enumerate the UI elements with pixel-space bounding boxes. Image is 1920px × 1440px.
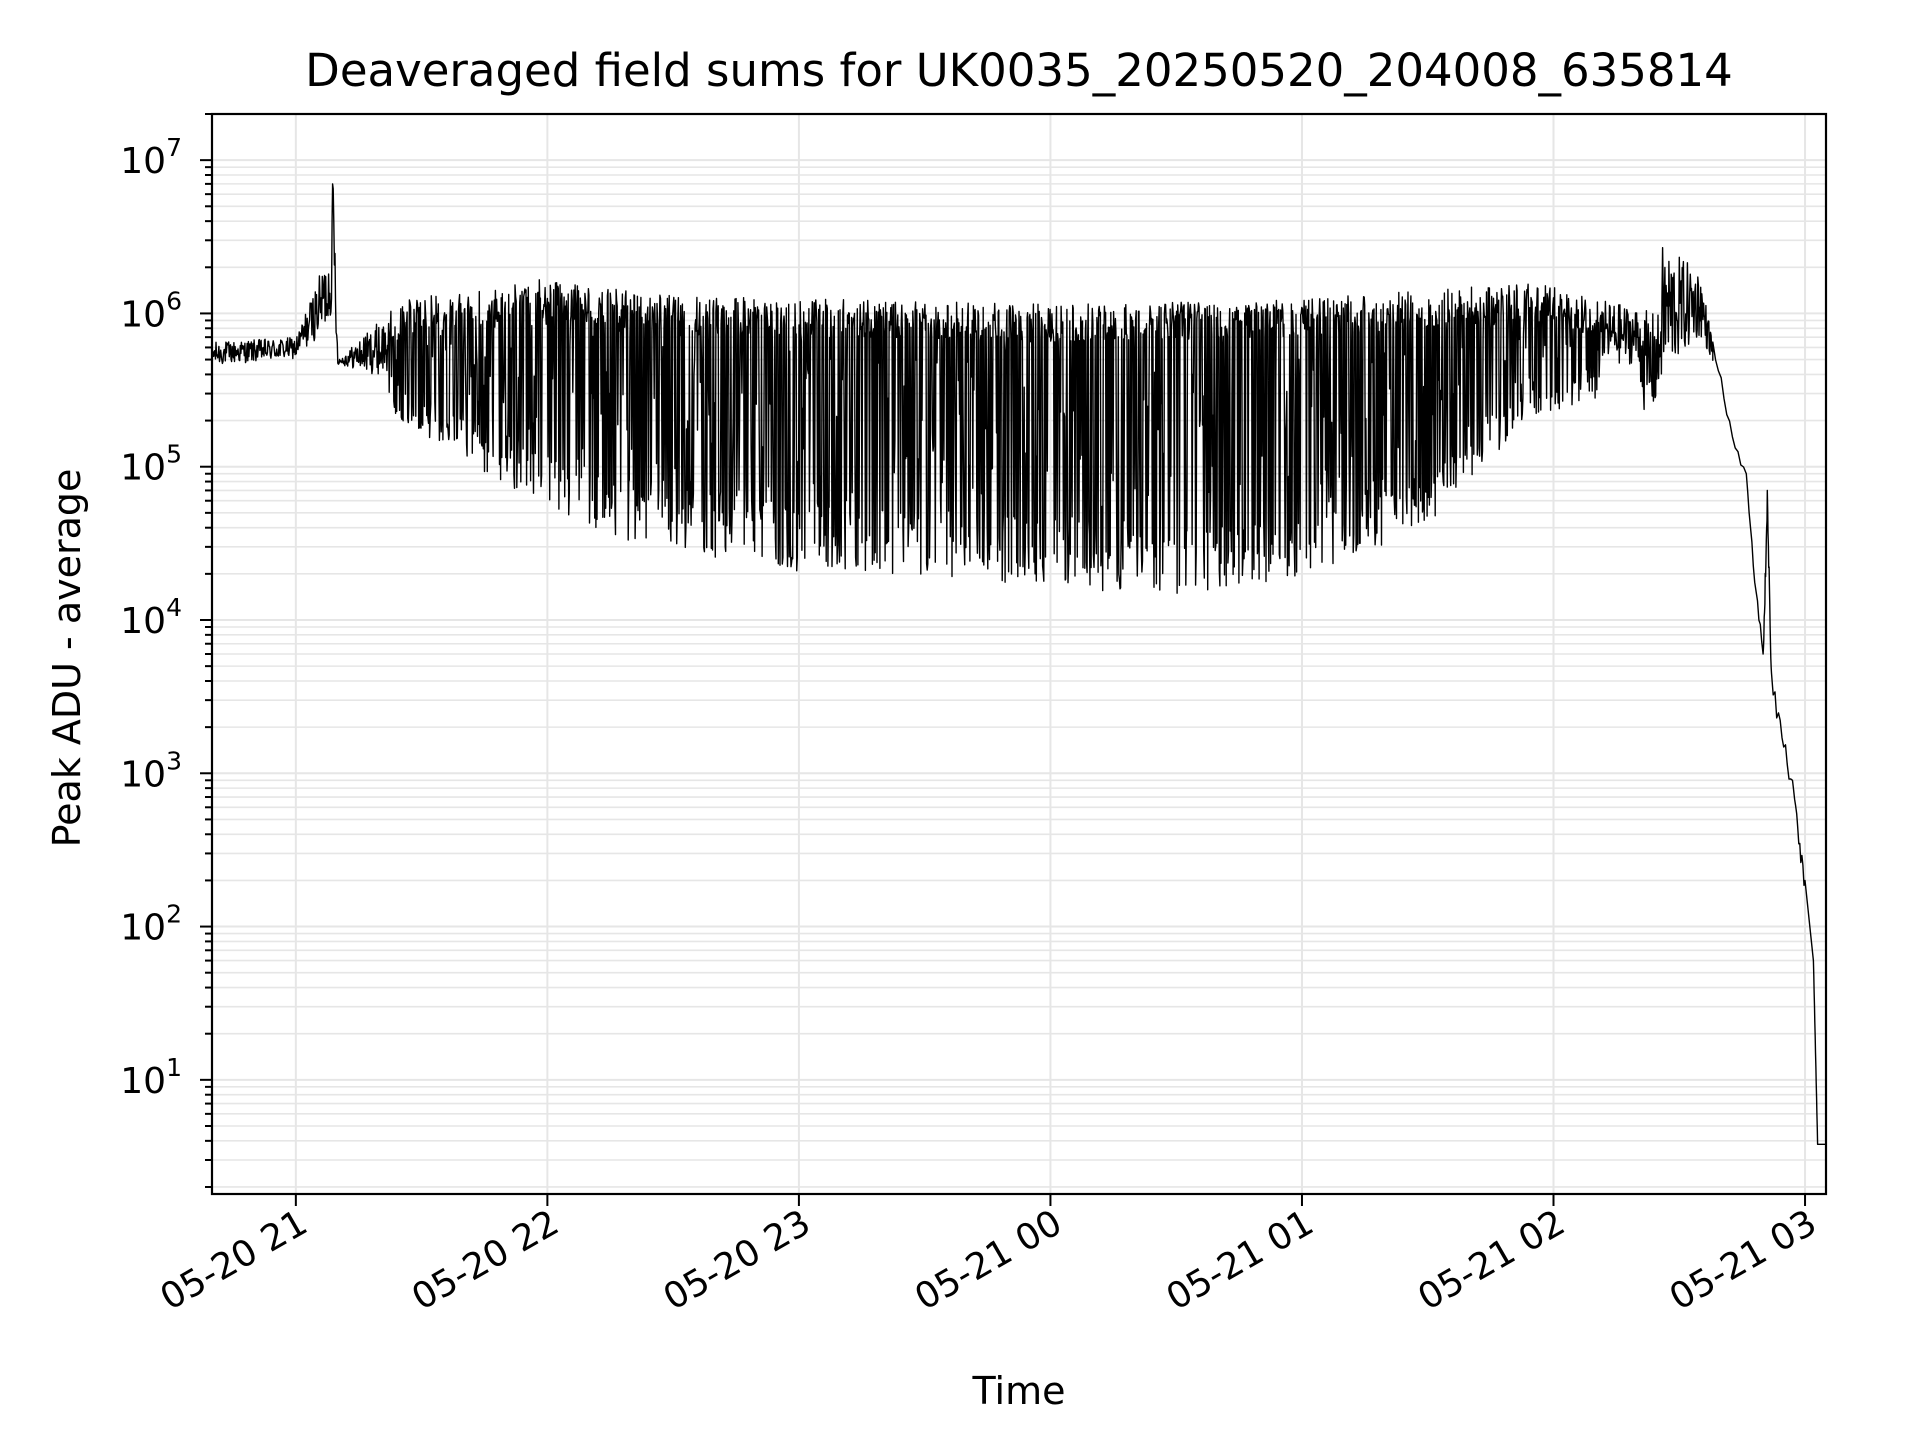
y-tick-label: 102 [120, 900, 182, 949]
y-tick-label: 104 [120, 593, 182, 642]
y-axis-label: Peak ADU - average [45, 469, 89, 848]
chart-title: Deaveraged field sums for UK0035_2025052… [305, 44, 1733, 97]
y-tick-label: 107 [120, 133, 182, 182]
y-tick-label: 103 [120, 746, 182, 795]
y-tick-label: 101 [120, 1053, 182, 1102]
data-line [211, 183, 1826, 1145]
y-tick-label: 105 [120, 440, 182, 489]
x-axis-label: Time [972, 1369, 1066, 1413]
grid-lines [212, 113, 1826, 1194]
y-tick-label: 106 [120, 286, 182, 335]
data-series [211, 183, 1826, 1145]
